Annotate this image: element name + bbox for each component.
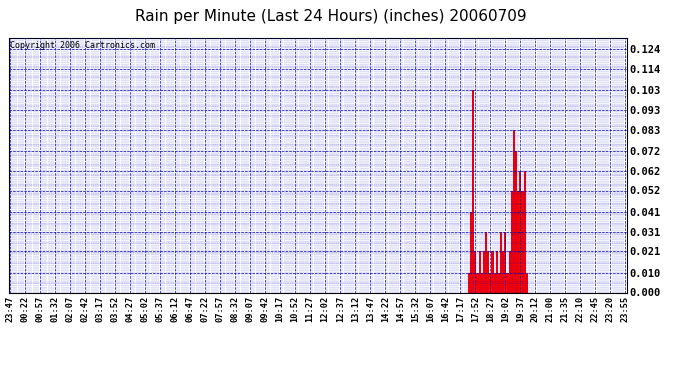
Text: Copyright 2006 Cartronics.com: Copyright 2006 Cartronics.com: [10, 41, 155, 50]
Bar: [498, 273, 500, 292]
Bar: [524, 171, 526, 292]
Bar: [476, 273, 479, 292]
Bar: [511, 190, 513, 292]
Bar: [479, 251, 481, 292]
Bar: [481, 273, 483, 292]
Bar: [489, 273, 491, 292]
Bar: [520, 171, 522, 292]
Bar: [500, 232, 502, 292]
Bar: [470, 212, 472, 292]
Bar: [526, 273, 528, 292]
Bar: [472, 90, 474, 292]
Bar: [483, 251, 485, 292]
Bar: [513, 130, 515, 292]
Bar: [506, 273, 509, 292]
Bar: [522, 190, 524, 292]
Bar: [474, 251, 476, 292]
Bar: [493, 273, 495, 292]
Bar: [491, 251, 493, 292]
Bar: [502, 251, 504, 292]
Bar: [504, 232, 506, 292]
Bar: [495, 251, 498, 292]
Bar: [515, 151, 518, 292]
Bar: [468, 273, 470, 292]
Bar: [487, 251, 489, 292]
Bar: [509, 251, 511, 292]
Bar: [485, 232, 487, 292]
Text: Rain per Minute (Last 24 Hours) (inches) 20060709: Rain per Minute (Last 24 Hours) (inches)…: [135, 9, 527, 24]
Bar: [518, 190, 520, 292]
